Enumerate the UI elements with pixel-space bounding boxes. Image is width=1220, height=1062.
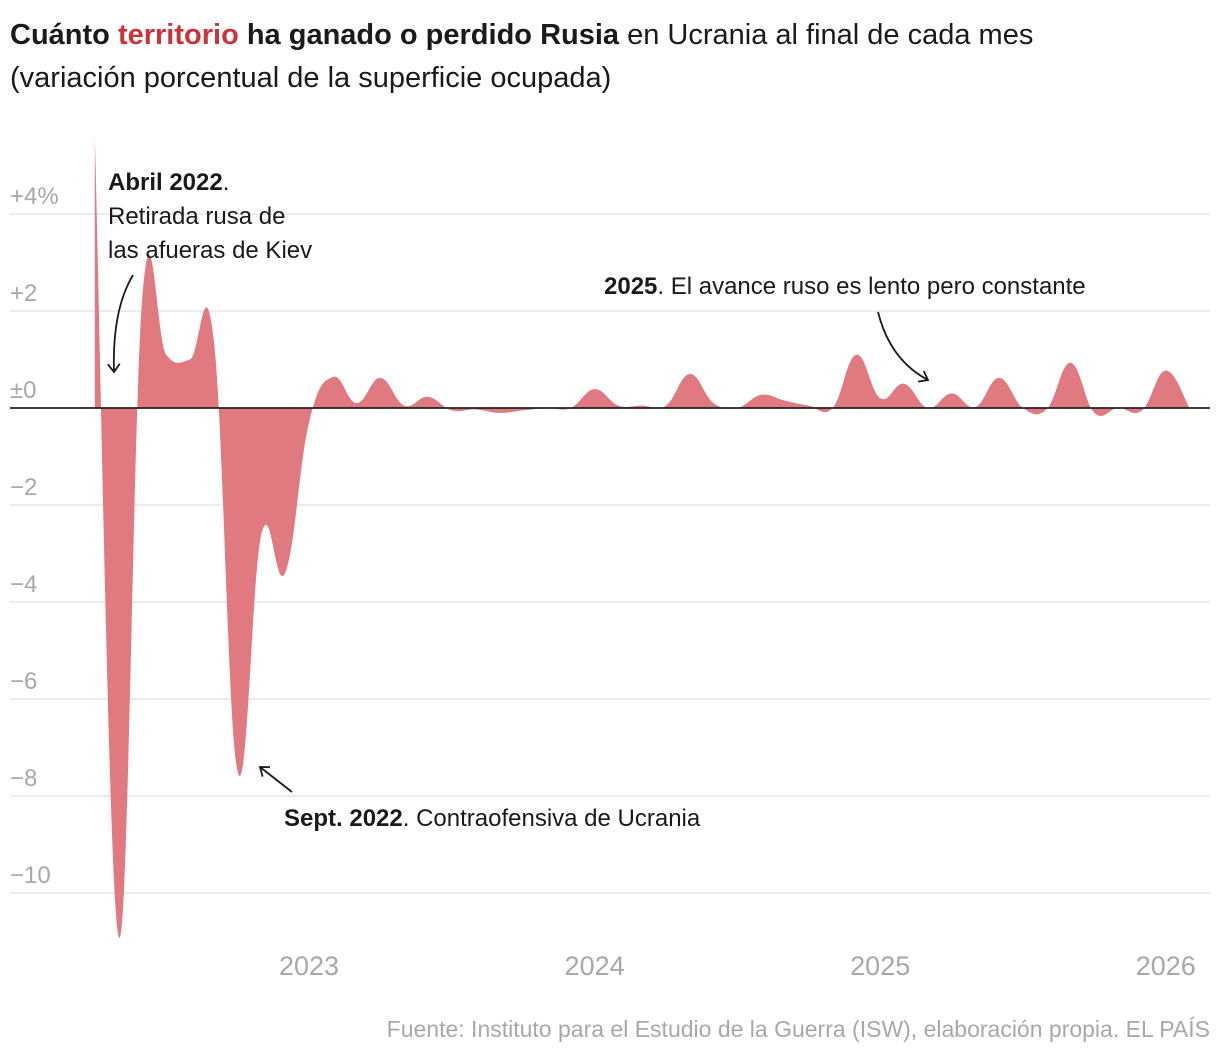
- annotation-2025-text: . El avance ruso es lento pero constante: [657, 273, 1085, 300]
- y-tick-label: ±0: [10, 377, 37, 404]
- x-tick-label: 2025: [850, 951, 910, 981]
- annotation-april-line2: Retirada rusa de: [108, 203, 285, 230]
- y-tick-label: −10: [10, 862, 51, 889]
- annotation-april-line3: las afueras de Kiev: [108, 237, 312, 264]
- y-axis-ticks: +4% +2 ±0 −2 −4 −6 −8 −10: [10, 183, 59, 889]
- y-tick-label: −6: [10, 668, 37, 695]
- annotation-2025-bold: 2025: [604, 273, 657, 300]
- x-tick-label: 2023: [279, 951, 339, 981]
- annotation-sept-bold: Sept. 2022: [284, 805, 403, 832]
- title-regular: en Ucrania al final de cada mes: [619, 19, 1034, 51]
- annotation-sept-text: . Contraofensiva de Ucrania: [403, 805, 701, 832]
- x-axis-ticks: 2023 2024 2025 2026: [279, 951, 1196, 981]
- annotation-april-bold: Abril 2022: [108, 169, 223, 196]
- annotation-sept-arrow-icon: [258, 766, 293, 793]
- annotation-2025: 2025. El avance ruso es lento pero const…: [604, 273, 1086, 383]
- chart-subtitle: (variación porcentual de la superficie o…: [10, 62, 612, 94]
- chart-title: Cuánto territorio ha ganado o perdido Ru…: [10, 14, 1210, 100]
- annotation-april-text: .: [223, 169, 230, 196]
- annotation-april-2022: Abril 2022. Retirada rusa de las afueras…: [107, 169, 312, 374]
- gridlines: [10, 213, 1210, 894]
- svg-text:Abril 2022.: Abril 2022.: [108, 169, 229, 196]
- title-highlight: territorio: [117, 19, 239, 51]
- source-note: Fuente: Instituto para el Estudio de la …: [386, 1016, 1210, 1042]
- y-tick-label: −8: [10, 765, 37, 792]
- y-tick-label: +2: [10, 280, 37, 307]
- y-tick-label: −2: [10, 474, 37, 501]
- annotation-april-arrow-icon: [107, 274, 134, 374]
- x-tick-label: 2024: [565, 951, 625, 981]
- annotation-2025-arrow-icon: [877, 311, 930, 383]
- annotation-sept-2022: Sept. 2022. Contraofensiva de Ucrania: [258, 766, 701, 832]
- y-tick-label: −4: [10, 571, 37, 598]
- svg-text:Sept. 2022. Contraofensiva de: Sept. 2022. Contraofensiva de Ucrania: [284, 805, 701, 832]
- y-tick-label: +4%: [10, 183, 59, 210]
- x-tick-label: 2026: [1136, 951, 1196, 981]
- svg-text:2025. El avance ruso es lento: 2025. El avance ruso es lento pero const…: [604, 273, 1086, 300]
- title-bold-1: Cuánto: [10, 19, 118, 51]
- title-bold-2: ha ganado o perdido Rusia: [238, 19, 620, 51]
